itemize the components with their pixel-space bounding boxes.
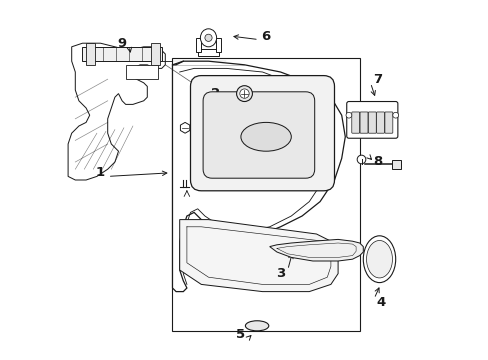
FancyBboxPatch shape bbox=[346, 102, 397, 138]
Ellipse shape bbox=[241, 122, 291, 151]
FancyBboxPatch shape bbox=[359, 112, 367, 133]
Bar bbox=[82, 47, 162, 61]
Text: 8: 8 bbox=[372, 156, 382, 168]
Circle shape bbox=[239, 89, 249, 98]
FancyBboxPatch shape bbox=[190, 76, 334, 191]
Text: 9: 9 bbox=[117, 37, 126, 50]
Circle shape bbox=[346, 112, 351, 118]
Ellipse shape bbox=[366, 240, 392, 278]
Bar bbox=[172, 58, 359, 331]
FancyBboxPatch shape bbox=[376, 112, 384, 133]
Bar bbox=[86, 43, 95, 65]
Text: 2: 2 bbox=[211, 87, 220, 100]
Polygon shape bbox=[172, 61, 345, 292]
FancyBboxPatch shape bbox=[384, 112, 392, 133]
Bar bbox=[196, 38, 201, 52]
Polygon shape bbox=[179, 220, 337, 292]
Text: 4: 4 bbox=[376, 296, 385, 309]
Text: 3: 3 bbox=[275, 267, 285, 280]
Bar bbox=[125, 65, 158, 79]
Text: 5: 5 bbox=[236, 328, 245, 341]
Ellipse shape bbox=[200, 29, 216, 47]
Ellipse shape bbox=[363, 236, 395, 283]
Ellipse shape bbox=[245, 321, 268, 331]
Text: 6: 6 bbox=[261, 30, 270, 42]
FancyBboxPatch shape bbox=[203, 92, 314, 178]
Polygon shape bbox=[269, 239, 363, 261]
Bar bbox=[197, 49, 219, 56]
Polygon shape bbox=[68, 43, 165, 180]
FancyBboxPatch shape bbox=[367, 112, 375, 133]
Bar bbox=[215, 38, 221, 52]
FancyBboxPatch shape bbox=[351, 112, 359, 133]
Circle shape bbox=[356, 155, 365, 164]
Text: 7: 7 bbox=[372, 73, 382, 86]
Bar bbox=[151, 43, 160, 65]
Circle shape bbox=[204, 34, 212, 41]
Bar bbox=[391, 160, 400, 169]
Circle shape bbox=[392, 112, 398, 118]
Text: 1: 1 bbox=[96, 166, 105, 179]
Circle shape bbox=[236, 86, 252, 102]
